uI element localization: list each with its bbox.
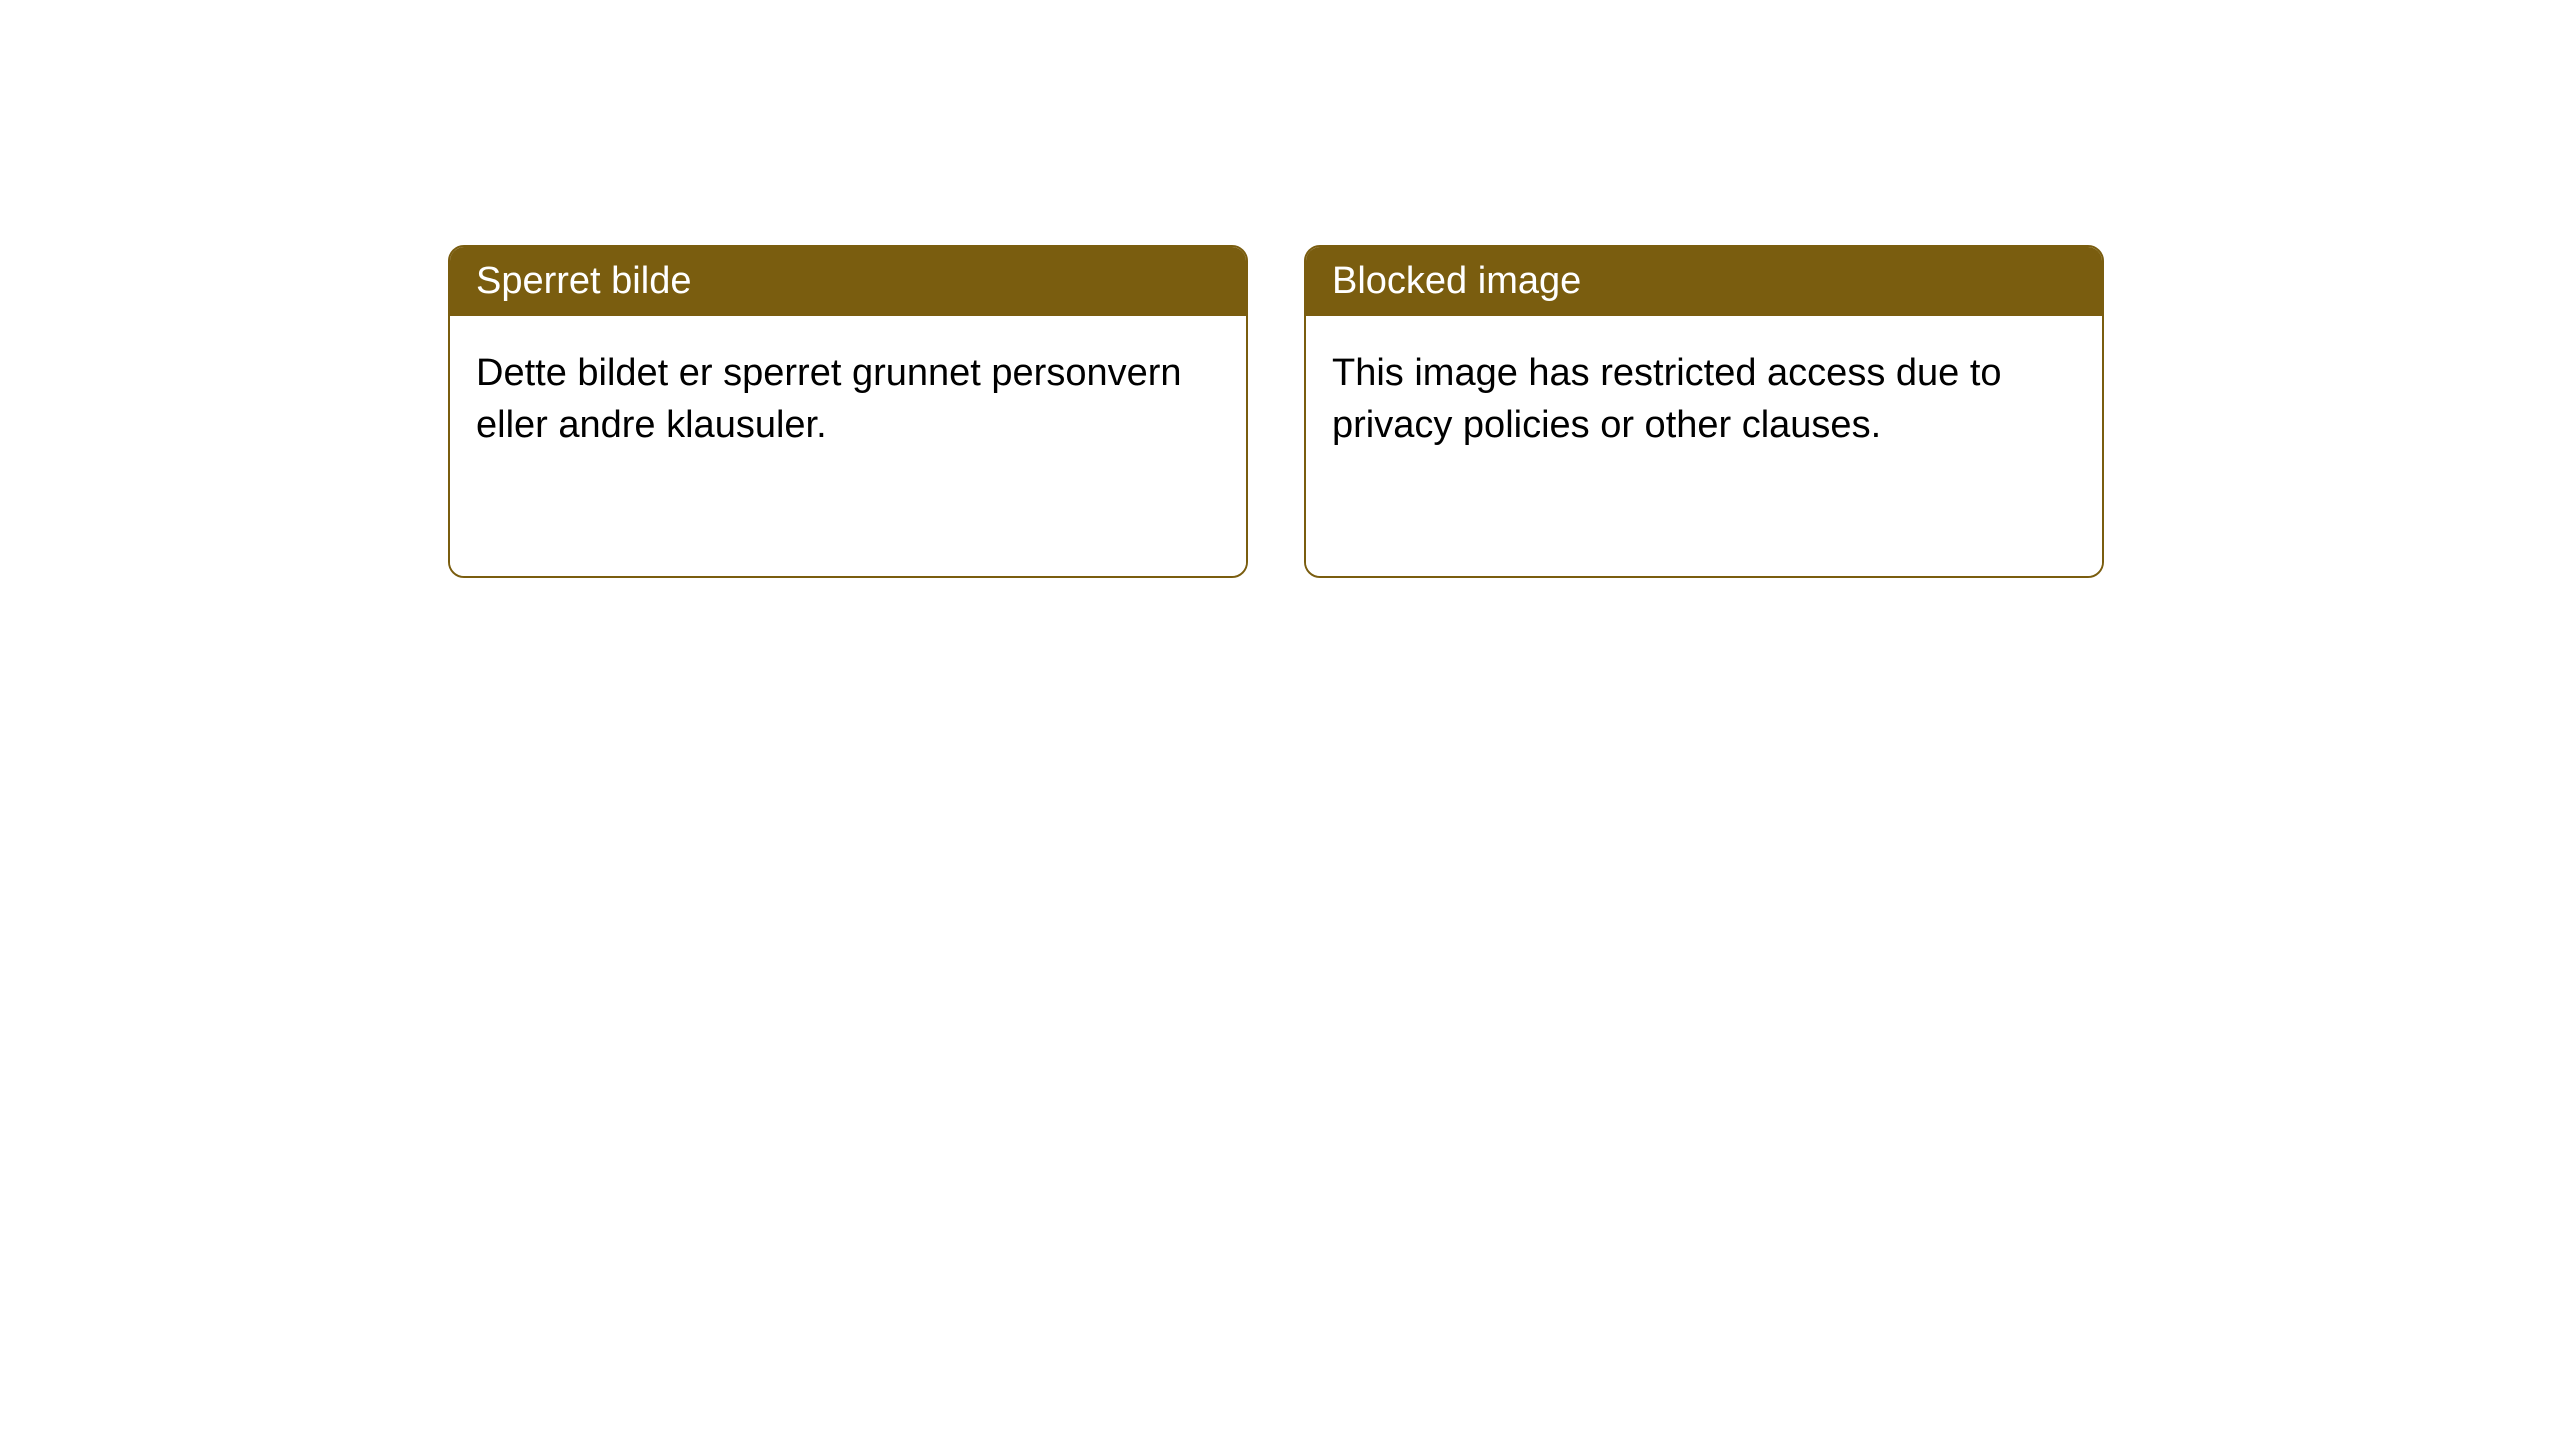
notice-card-norwegian: Sperret bilde Dette bildet er sperret gr…	[448, 245, 1248, 578]
notice-title-english: Blocked image	[1332, 260, 1581, 302]
notice-header-norwegian: Sperret bilde	[450, 247, 1246, 316]
notice-container: Sperret bilde Dette bildet er sperret gr…	[0, 0, 2560, 578]
notice-text-english: This image has restricted access due to …	[1332, 352, 2002, 445]
notice-card-english: Blocked image This image has restricted …	[1304, 245, 2104, 578]
notice-body-norwegian: Dette bildet er sperret grunnet personve…	[450, 316, 1246, 576]
notice-text-norwegian: Dette bildet er sperret grunnet personve…	[476, 352, 1182, 445]
notice-body-english: This image has restricted access due to …	[1306, 316, 2102, 576]
notice-header-english: Blocked image	[1306, 247, 2102, 316]
notice-title-norwegian: Sperret bilde	[476, 260, 691, 302]
